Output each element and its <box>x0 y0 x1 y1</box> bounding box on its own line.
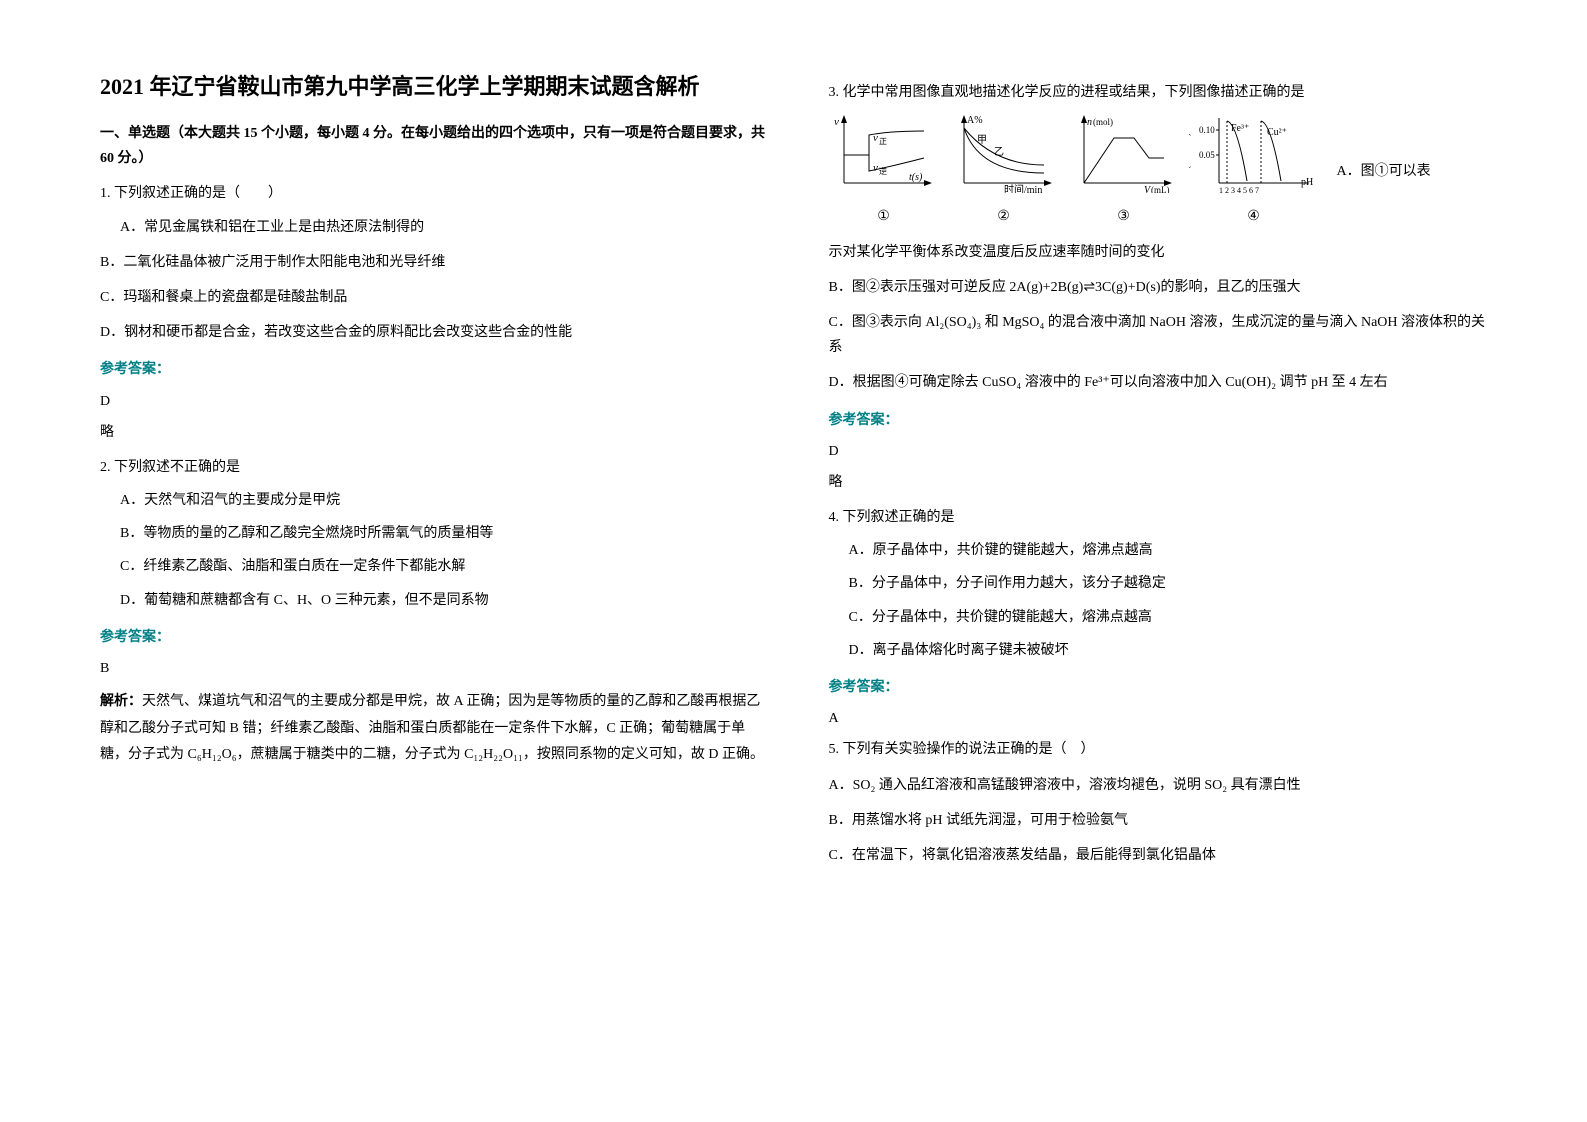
q5-option-a: A．SO₂ 通入品红溶液和高锰酸钾溶液中，溶液均褪色，说明 SO₂ 具有漂白性 <box>829 773 1498 798</box>
svg-text:Cu²⁺: Cu²⁺ <box>1267 127 1287 138</box>
svg-text:v: v <box>873 132 878 144</box>
q4-option-c: C．分子晶体中，共价键的键能越大，熔沸点越高 <box>849 605 1498 630</box>
section-one-title: 一、单选题（本大题共 15 个小题，每小题 4 分。在每小题给出的四个选项中，只… <box>100 121 769 171</box>
q2-stem: 2. 下列叙述不正确的是 <box>100 455 769 480</box>
fig2-num: ② <box>949 204 1059 229</box>
q1-brief: 略 <box>100 420 769 445</box>
left-column: 2021 年辽宁省鞍山市第九中学高三化学上学期期末试题含解析 一、单选题（本大题… <box>100 70 769 876</box>
q3-brief: 略 <box>829 470 1498 495</box>
svg-text:n: n <box>1087 117 1092 128</box>
fig4-svg: c(mol·L⁻¹) 0.10 0.05 Fe³⁺ Cu²⁺ 1 2 3 4 5… <box>1189 113 1319 193</box>
svg-text:0.10: 0.10 <box>1199 125 1215 135</box>
fig2-svg: A% 甲 乙 时间/min <box>949 113 1059 193</box>
svg-text:A%: A% <box>967 115 983 126</box>
svg-text:(mL): (mL) <box>1151 185 1170 193</box>
q5-stem: 5. 下列有关实验操作的说法正确的是（ ） <box>829 737 1498 762</box>
svg-text:0.05: 0.05 <box>1199 150 1215 160</box>
fig3-num: ③ <box>1069 204 1179 229</box>
svg-text:逆: 逆 <box>879 166 887 176</box>
fig3-svg: n(mol) V(mL) <box>1069 113 1179 193</box>
q2-answer-value: B <box>100 656 769 681</box>
q3-option-d: D．根据图④可确定除去 CuSO₄ 溶液中的 Fe³⁺可以向溶液中加入 Cu(O… <box>829 370 1498 395</box>
svg-text:c(mol·L⁻¹): c(mol·L⁻¹) <box>1189 133 1191 173</box>
q2-analysis-text: 天然气、煤道坑气和沼气的主要成分都是甲烷，故 A 正确；因为是等物质的量的乙醇和… <box>100 694 764 762</box>
q3-answer-label: 参考答案： <box>829 408 1498 433</box>
fig1-svg: v v正 v逆 t(s) <box>829 113 939 193</box>
fig1-num: ① <box>829 204 939 229</box>
q2-option-c: C．纤维素乙酸酯、油脂和蛋白质在一定条件下都能水解 <box>120 554 769 579</box>
q3-option-a-cont: 示对某化学平衡体系改变温度后反应速率随时间的变化 <box>829 240 1498 265</box>
q3-answer-value: D <box>829 439 1498 464</box>
fig3: n(mol) V(mL) ③ <box>1069 113 1179 229</box>
fig4-num: ④ <box>1189 204 1319 229</box>
svg-text:时间/min: 时间/min <box>1004 183 1042 193</box>
q4-answer-label: 参考答案： <box>829 675 1498 700</box>
q2-option-b: B．等物质的量的乙醇和乙酸完全燃烧时所需氧气的质量相等 <box>120 521 769 546</box>
fig1: v v正 v逆 t(s) ① <box>829 113 939 229</box>
q4-stem: 4. 下列叙述正确的是 <box>829 505 1498 530</box>
q1-option-c: C．玛瑙和餐桌上的瓷盘都是硅酸盐制品 <box>100 285 769 310</box>
q3-option-b: B．图②表示压强对可逆反应 2A(g)+2B(g)⇌3C(g)+D(s)的影响，… <box>829 275 1498 300</box>
q1-option-a: A．常见金属铁和铝在工业上是由热还原法制得的 <box>120 215 769 240</box>
svg-text:v: v <box>834 116 839 128</box>
q2-option-a: A．天然气和沼气的主要成分是甲烷 <box>120 488 769 513</box>
svg-text:(mol): (mol) <box>1093 117 1113 127</box>
q3-figures: v v正 v逆 t(s) ① A% <box>829 113 1498 229</box>
fig4: c(mol·L⁻¹) 0.10 0.05 Fe³⁺ Cu²⁺ 1 2 3 4 5… <box>1189 113 1319 229</box>
analysis-label: 解析： <box>100 694 142 709</box>
q2-analysis: 解析：天然气、煤道坑气和沼气的主要成分都是甲烷，故 A 正确；因为是等物质的量的… <box>100 689 769 769</box>
q3-option-c: C．图③表示向 Al₂(SO₄)₃ 和 MgSO₄ 的混合液中滴加 NaOH 溶… <box>829 310 1498 360</box>
svg-text:pH: pH <box>1301 177 1313 188</box>
svg-text:正: 正 <box>879 137 887 146</box>
q3-stem: 3. 化学中常用图像直观地描述化学反应的进程或结果，下列图像描述正确的是 <box>829 80 1498 105</box>
q1-answer-value: D <box>100 389 769 414</box>
q4-answer-value: A <box>829 706 1498 731</box>
fig2: A% 甲 乙 时间/min ② <box>949 113 1059 229</box>
svg-text:1 2 3 4 5 6 7: 1 2 3 4 5 6 7 <box>1219 186 1259 193</box>
q4-option-a: A．原子晶体中，共价键的键能越大，熔沸点越高 <box>849 538 1498 563</box>
page-title: 2021 年辽宁省鞍山市第九中学高三化学上学期期末试题含解析 <box>100 70 769 103</box>
q1-option-b: B．二氧化硅晶体被广泛用于制作太阳能电池和光导纤维 <box>100 250 769 275</box>
q1-option-d: D．钢材和硬币都是合金，若改变这些合金的原料配比会改变这些合金的性能 <box>100 320 769 345</box>
q1-stem: 1. 下列叙述正确的是（ ） <box>100 181 769 206</box>
q2-option-d: D．葡萄糖和蔗糖都含有 C、H、O 三种元素，但不是同系物 <box>120 588 769 613</box>
q5-option-c: C．在常温下，将氯化铝溶液蒸发结晶，最后能得到氯化铝晶体 <box>829 843 1498 868</box>
svg-text:乙: 乙 <box>994 146 1004 158</box>
svg-text:t(s): t(s) <box>909 172 923 183</box>
svg-text:v: v <box>873 162 878 174</box>
q4-option-d: D．离子晶体熔化时离子键未被破坏 <box>849 638 1498 663</box>
q2-answer-label: 参考答案： <box>100 625 769 650</box>
q4-option-b: B．分子晶体中，分子间作用力越大，该分子越稳定 <box>849 571 1498 596</box>
q1-answer-label: 参考答案： <box>100 357 769 382</box>
q5-option-b: B．用蒸馏水将 pH 试纸先润湿，可用于检验氨气 <box>829 808 1498 833</box>
q3-option-a-tail: A．图①可以表 <box>1337 159 1431 184</box>
svg-text:甲: 甲 <box>977 135 987 146</box>
svg-text:Fe³⁺: Fe³⁺ <box>1231 123 1249 134</box>
right-column: 3. 化学中常用图像直观地描述化学反应的进程或结果，下列图像描述正确的是 v v… <box>829 70 1498 876</box>
